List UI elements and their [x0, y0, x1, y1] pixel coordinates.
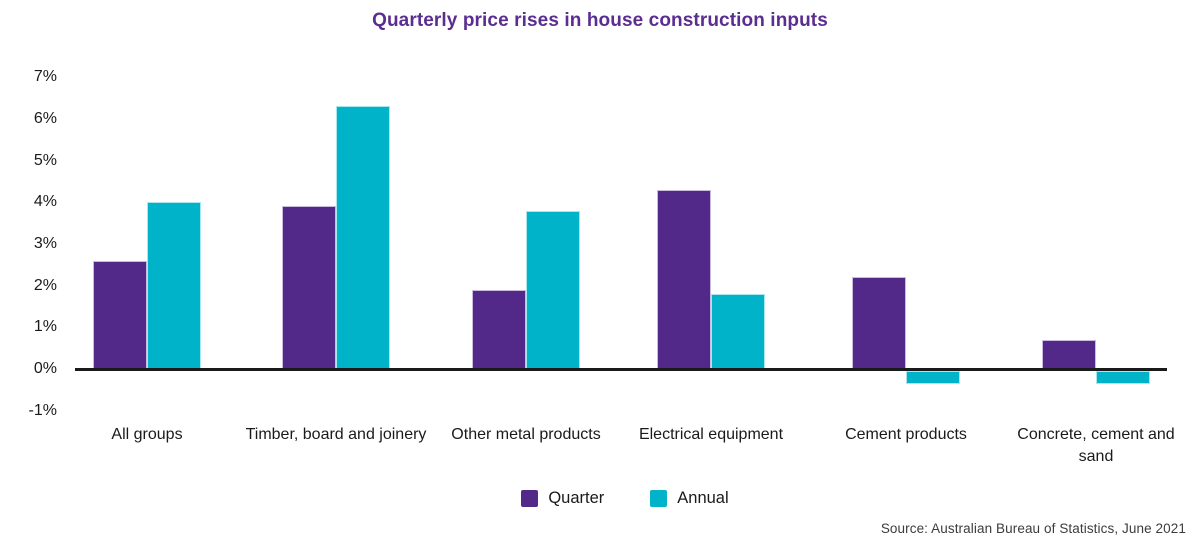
x-axis-category-label: Other metal products: [451, 426, 601, 443]
y-axis-tick-label: 6%: [33, 109, 57, 127]
y-axis-tick-label: 2%: [33, 276, 57, 294]
bar-quarter-3: [472, 289, 526, 369]
bar-quarter-4: [657, 189, 711, 369]
x-axis-category-label: Concrete, cement and sand: [1017, 426, 1175, 465]
bar-annual-3: [526, 210, 580, 369]
bar-annual-1: [147, 202, 201, 369]
x-axis-category-label: All groups: [111, 426, 183, 443]
bar-quarter-6: [1042, 339, 1096, 369]
chart-legend: Quarter Annual: [25, 489, 1200, 508]
y-axis-tick-label: 4%: [33, 193, 57, 211]
x-axis-category-label: Electrical equipment: [638, 426, 784, 443]
bar-annual-5: [906, 371, 960, 384]
x-axis-line: [75, 367, 1167, 371]
legend-label: Annual: [677, 489, 729, 507]
legend-label: Quarter: [548, 489, 605, 507]
legend-swatch-annual: [650, 490, 668, 507]
y-axis-tick-label: -1%: [28, 401, 57, 419]
y-axis-tick-label: 3%: [33, 234, 57, 252]
legend-item-quarter: Quarter: [521, 489, 604, 508]
x-axis-category-label: Cement products: [845, 426, 967, 443]
bar-annual-6: [1096, 371, 1150, 384]
bar-quarter-5: [852, 277, 906, 369]
legend-item-annual: Annual: [650, 489, 729, 508]
chart-title: Quarterly price rises in house construct…: [372, 10, 828, 31]
bar-quarter-2: [282, 206, 336, 369]
y-axis-tick-label: 5%: [33, 151, 57, 169]
bar-annual-2: [336, 106, 390, 369]
legend-swatch-quarter: [521, 490, 539, 507]
y-axis-tick-label: 0%: [33, 360, 57, 377]
y-axis-tick-label: 7%: [33, 68, 57, 86]
y-axis-tick-label: 1%: [33, 318, 57, 336]
bar-quarter-1: [93, 260, 147, 369]
source-attribution: Source: Australian Bureau of Statistics,…: [880, 521, 1186, 536]
x-axis-category-label: Timber, board and joinery: [245, 426, 427, 443]
bar-annual-4: [711, 293, 765, 369]
